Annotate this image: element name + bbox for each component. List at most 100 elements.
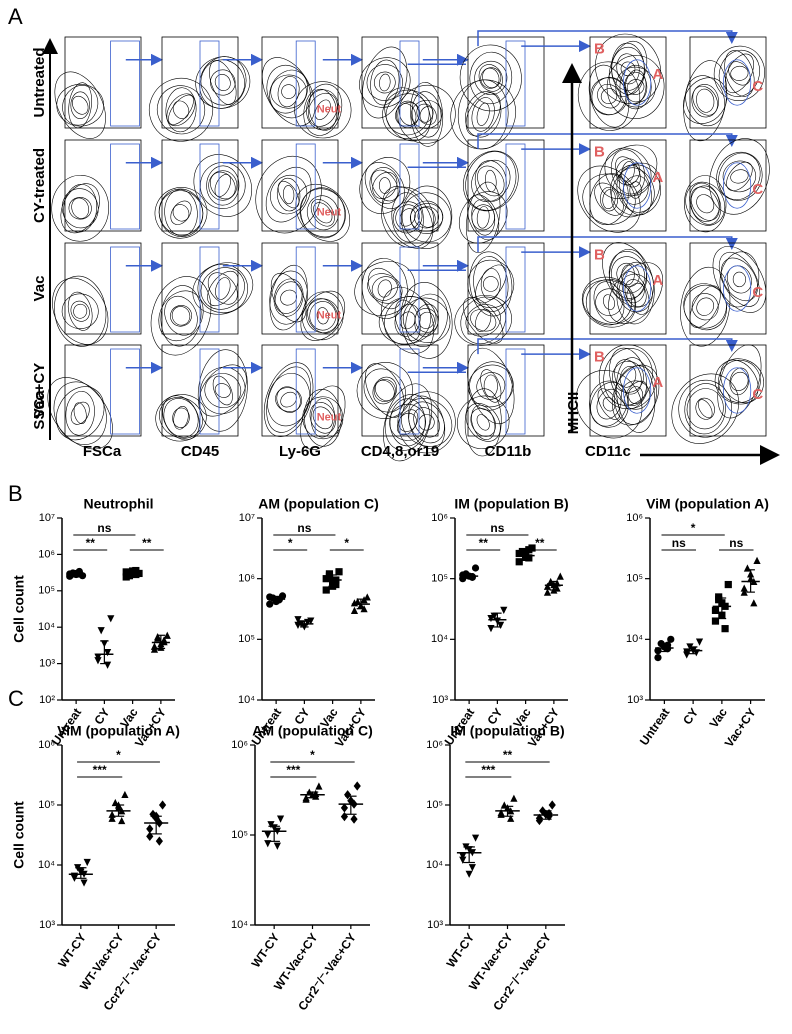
contour	[618, 273, 653, 313]
contour	[162, 395, 200, 441]
contour	[52, 277, 109, 345]
contour	[149, 78, 213, 142]
contour	[418, 311, 435, 329]
gate	[199, 246, 220, 333]
contour	[598, 344, 658, 410]
flow-plot	[589, 36, 667, 129]
contour	[166, 93, 196, 127]
contour	[276, 177, 301, 212]
contour	[401, 185, 453, 250]
gate-label: Neut	[317, 104, 342, 116]
panel-label: B	[8, 481, 23, 506]
data-point	[294, 616, 302, 624]
y-axis-label: Cell count	[11, 801, 27, 869]
contour	[70, 300, 90, 322]
contour	[270, 174, 308, 215]
contour	[200, 59, 245, 106]
gate	[623, 367, 652, 414]
contour	[56, 386, 105, 441]
contour	[158, 188, 204, 237]
contour	[614, 359, 642, 395]
contour	[155, 394, 207, 442]
contour	[158, 290, 204, 342]
contour	[303, 388, 342, 447]
contour	[316, 307, 329, 325]
contour	[602, 242, 654, 308]
contour	[608, 262, 664, 324]
contour	[686, 388, 724, 430]
contour	[192, 262, 254, 315]
contour	[414, 308, 439, 333]
data-point	[459, 571, 467, 579]
data-point	[654, 653, 662, 662]
contour	[685, 75, 726, 127]
data-point	[548, 800, 556, 810]
contour	[54, 71, 106, 139]
contour	[454, 295, 512, 346]
contour	[696, 194, 715, 214]
contour	[730, 169, 749, 184]
data-point	[667, 635, 675, 643]
contour	[405, 293, 448, 347]
contour	[692, 85, 718, 116]
significance-label: *	[344, 536, 349, 550]
data-point	[496, 621, 505, 629]
contour	[585, 279, 633, 326]
contour	[408, 401, 445, 444]
contour	[624, 71, 648, 103]
contour	[604, 147, 652, 197]
panel-label: A	[8, 4, 23, 29]
contour	[47, 377, 113, 450]
contour	[63, 184, 98, 233]
contour	[61, 188, 99, 229]
gate-label: A	[652, 66, 663, 83]
contour	[616, 261, 655, 325]
contour	[198, 364, 247, 417]
contour	[724, 53, 754, 94]
data-point	[459, 856, 467, 864]
significance-label: *	[288, 536, 293, 550]
contour	[612, 360, 644, 393]
contour	[410, 99, 443, 129]
contour	[470, 408, 496, 437]
contour	[363, 368, 406, 413]
y-tick-label: 10⁵	[431, 573, 448, 585]
contour	[622, 175, 649, 205]
contour	[70, 91, 90, 120]
gate	[505, 143, 526, 230]
contour	[577, 61, 641, 131]
contour	[457, 395, 510, 450]
contour	[53, 381, 107, 445]
contour	[614, 365, 657, 425]
contour	[68, 197, 92, 220]
chart-title: IM (population B)	[454, 496, 568, 512]
data-point	[273, 842, 281, 850]
contour	[582, 173, 636, 225]
flow-plot	[161, 242, 239, 335]
data-point	[146, 824, 154, 834]
contour	[414, 303, 439, 337]
flow-plot	[64, 344, 142, 437]
contour	[597, 83, 621, 109]
contour	[62, 85, 99, 126]
contour	[68, 82, 93, 129]
gate-label: A	[652, 272, 663, 289]
contour	[730, 65, 749, 81]
contour	[463, 150, 519, 212]
contour	[314, 99, 331, 121]
contour	[208, 170, 238, 201]
data-point	[276, 815, 285, 823]
y-tick-label: 10⁴	[431, 633, 448, 645]
contour	[210, 171, 236, 200]
contour	[382, 186, 434, 249]
contour	[172, 407, 190, 428]
contour	[402, 297, 451, 343]
data-point	[459, 852, 467, 860]
contour	[269, 270, 308, 325]
contour	[719, 251, 760, 308]
contour	[72, 95, 89, 115]
data-point	[750, 599, 758, 607]
data-point	[83, 858, 91, 867]
contour	[684, 175, 727, 233]
